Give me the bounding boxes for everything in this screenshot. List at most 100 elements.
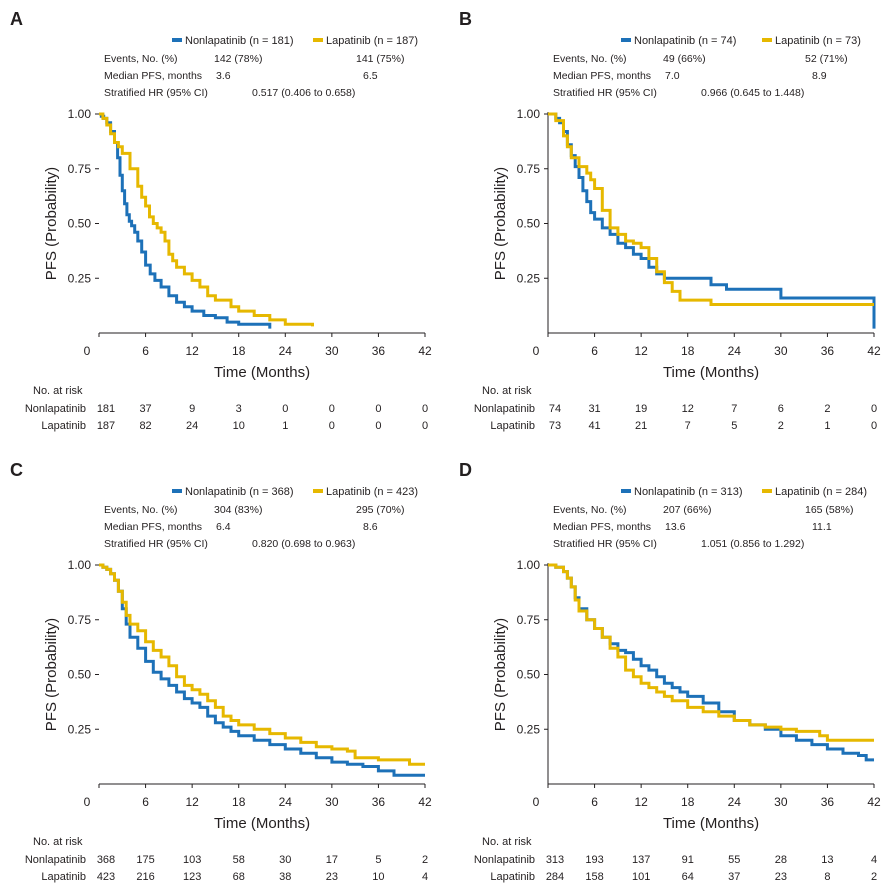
events-lapatinib: 165 (58%) bbox=[805, 504, 853, 516]
x-axis-title: Time (Months) bbox=[214, 364, 310, 381]
y-tick-label: 0.25 bbox=[68, 722, 92, 736]
at-risk-nonlapatinib-value: 0 bbox=[375, 403, 381, 415]
at-risk-lapatinib-value: 37 bbox=[728, 871, 740, 883]
y-tick-label: 1.00 bbox=[68, 107, 92, 121]
legend-label-lapatinib: Lapatinib (n = 187) bbox=[326, 35, 418, 47]
x-tick-label: 18 bbox=[681, 344, 695, 358]
at-risk-lapatinib-value: 8 bbox=[824, 871, 830, 883]
y-tick-label: 0.25 bbox=[517, 722, 541, 736]
y-tick-label: 0.50 bbox=[517, 217, 541, 231]
x-tick-label: 36 bbox=[821, 795, 835, 809]
hr-value: 1.051 (0.856 to 1.292) bbox=[701, 538, 804, 550]
hr-value: 0.820 (0.698 to 0.963) bbox=[252, 538, 355, 550]
legend-label-nonlapatinib: Nonlapatinib (n = 368) bbox=[185, 486, 294, 498]
y-axis-title: PFS (Probability) bbox=[492, 167, 509, 280]
median-nonlapatinib: 3.6 bbox=[216, 70, 231, 82]
at-risk-nonlapatinib-value: 3 bbox=[236, 403, 242, 415]
x-tick-label: 30 bbox=[774, 344, 788, 358]
at-risk-nonlapatinib-value: 17 bbox=[326, 854, 338, 866]
at-risk-nonlapatinib-value: 13 bbox=[821, 854, 833, 866]
at-risk-nonlapatinib-value: 0 bbox=[871, 403, 877, 415]
at-risk-lapatinib-value: 216 bbox=[136, 871, 154, 883]
at-risk-nonlapatinib-value: 4 bbox=[871, 854, 877, 866]
at-risk-lapatinib-value: 423 bbox=[97, 871, 115, 883]
at-risk-lapatinib-value: 68 bbox=[233, 871, 245, 883]
km-curve-lapatinib bbox=[548, 563, 874, 742]
at-risk-lapatinib-value: 82 bbox=[139, 420, 151, 432]
at-risk-lapatinib-value: 101 bbox=[632, 871, 650, 883]
at-risk-arm-nonlapatinib: Nonlapatinib bbox=[25, 854, 86, 866]
at-risk-lapatinib-value: 10 bbox=[372, 871, 384, 883]
at-risk-nonlapatinib-value: 193 bbox=[585, 854, 603, 866]
at-risk-nonlapatinib-value: 103 bbox=[183, 854, 201, 866]
at-risk-arm-nonlapatinib: Nonlapatinib bbox=[474, 403, 535, 415]
x-tick-label: 36 bbox=[372, 795, 386, 809]
km-panel-c: C Nonlapatinib (n = 368) Lapatinib (n = 42… bbox=[10, 460, 432, 883]
x-tick-label: 18 bbox=[681, 795, 695, 809]
at-risk-lapatinib-value: 10 bbox=[233, 420, 245, 432]
x-tick-label: 0 bbox=[84, 795, 91, 809]
at-risk-lapatinib-value: 23 bbox=[326, 871, 338, 883]
at-risk-nonlapatinib-value: 0 bbox=[282, 403, 288, 415]
at-risk-nonlapatinib-value: 368 bbox=[97, 854, 115, 866]
median-lapatinib: 11.1 bbox=[812, 521, 832, 533]
at-risk-nonlapatinib-value: 19 bbox=[635, 403, 647, 415]
at-risk-lapatinib-value: 0 bbox=[329, 420, 335, 432]
events-label: Events, No. (%) bbox=[104, 53, 178, 65]
x-tick-label: 12 bbox=[634, 344, 648, 358]
at-risk-nonlapatinib-value: 30 bbox=[279, 854, 291, 866]
at-risk-nonlapatinib-value: 181 bbox=[97, 403, 115, 415]
x-tick-label: 18 bbox=[232, 795, 246, 809]
at-risk-lapatinib-value: 0 bbox=[422, 420, 428, 432]
at-risk-nonlapatinib-value: 6 bbox=[778, 403, 784, 415]
x-tick-label: 0 bbox=[84, 344, 91, 358]
at-risk-lapatinib-value: 23 bbox=[775, 871, 787, 883]
at-risk-nonlapatinib-value: 91 bbox=[682, 854, 694, 866]
at-risk-nonlapatinib-value: 0 bbox=[329, 403, 335, 415]
hr-label: Stratified HR (95% CI) bbox=[104, 87, 208, 99]
hr-value: 0.966 (0.645 to 1.448) bbox=[701, 87, 804, 99]
km-curve-nonlapatinib bbox=[99, 563, 425, 777]
x-axis-title: Time (Months) bbox=[663, 364, 759, 381]
at-risk-lapatinib-value: 4 bbox=[422, 871, 428, 883]
at-risk-nonlapatinib-value: 0 bbox=[422, 403, 428, 415]
median-label: Median PFS, months bbox=[553, 521, 651, 533]
events-nonlapatinib: 142 (78%) bbox=[214, 53, 262, 65]
at-risk-nonlapatinib-value: 175 bbox=[136, 854, 154, 866]
at-risk-lapatinib-value: 1 bbox=[824, 420, 830, 432]
events-label: Events, No. (%) bbox=[104, 504, 178, 516]
at-risk-nonlapatinib-value: 37 bbox=[139, 403, 151, 415]
x-tick-label: 30 bbox=[325, 344, 339, 358]
y-tick-label: 1.00 bbox=[517, 107, 541, 121]
x-tick-label: 12 bbox=[185, 795, 199, 809]
panel-letter: D bbox=[459, 460, 472, 480]
x-tick-label: 24 bbox=[279, 344, 293, 358]
x-tick-label: 24 bbox=[728, 344, 742, 358]
at-risk-nonlapatinib-value: 12 bbox=[682, 403, 694, 415]
x-tick-label: 6 bbox=[142, 795, 149, 809]
at-risk-lapatinib-value: 21 bbox=[635, 420, 647, 432]
median-label: Median PFS, months bbox=[553, 70, 651, 82]
x-tick-label: 42 bbox=[418, 795, 432, 809]
x-tick-label: 0 bbox=[533, 795, 540, 809]
x-tick-label: 36 bbox=[372, 344, 386, 358]
y-axis-title: PFS (Probability) bbox=[43, 167, 60, 280]
at-risk-lapatinib-value: 187 bbox=[97, 420, 115, 432]
at-risk-lapatinib-value: 24 bbox=[186, 420, 198, 432]
panel-letter: A bbox=[10, 9, 23, 29]
at-risk-header: No. at risk bbox=[482, 385, 532, 397]
x-axis-title: Time (Months) bbox=[214, 815, 310, 832]
y-tick-label: 0.50 bbox=[68, 668, 92, 682]
at-risk-nonlapatinib-value: 7 bbox=[731, 403, 737, 415]
x-tick-label: 6 bbox=[591, 344, 598, 358]
y-axis-title: PFS (Probability) bbox=[43, 618, 60, 731]
x-tick-label: 24 bbox=[728, 795, 742, 809]
km-curve-nonlapatinib bbox=[548, 112, 876, 329]
events-lapatinib: 141 (75%) bbox=[356, 53, 404, 65]
at-risk-lapatinib-value: 7 bbox=[685, 420, 691, 432]
y-tick-label: 0.75 bbox=[68, 162, 92, 176]
y-tick-label: 0.75 bbox=[68, 613, 92, 627]
median-nonlapatinib: 6.4 bbox=[216, 521, 231, 533]
x-tick-label: 0 bbox=[533, 344, 540, 358]
median-lapatinib: 8.9 bbox=[812, 70, 827, 82]
